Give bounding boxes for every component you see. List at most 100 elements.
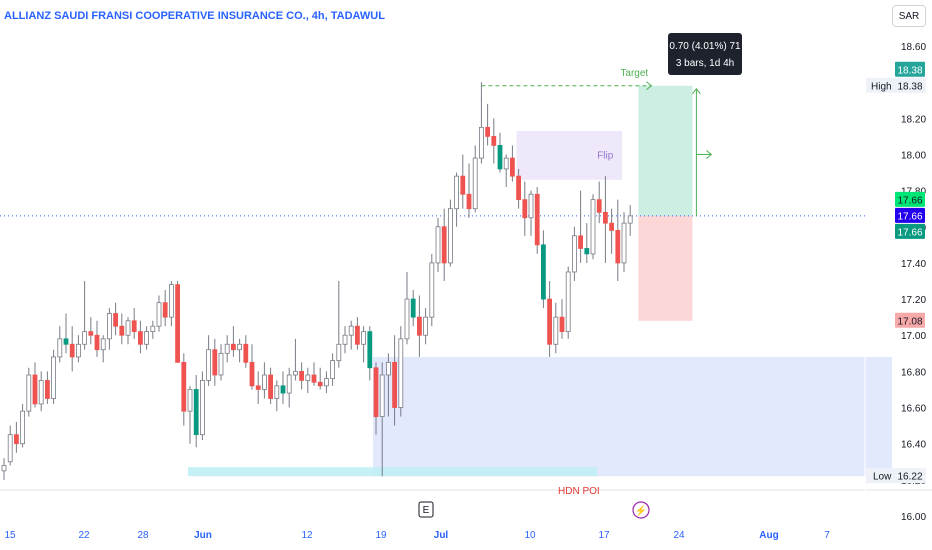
target-badge: 18.38 (895, 61, 925, 77)
x-tick-label: 22 (78, 530, 90, 541)
candle-body (447, 208, 453, 264)
candle-body (199, 380, 205, 436)
candle (547, 281, 552, 357)
candle (528, 190, 534, 236)
candle-body (57, 338, 63, 358)
candle (509, 145, 515, 182)
candle (441, 208, 447, 281)
x-tick-label: Aug (759, 530, 778, 541)
candle-body (416, 316, 422, 336)
candle (199, 371, 205, 441)
candle-body (51, 356, 56, 399)
candle-body (522, 199, 528, 219)
candle-body (38, 380, 44, 405)
candle (88, 317, 94, 345)
current-badge-3: 17.66 (895, 223, 925, 239)
currency-button[interactable]: SAR (892, 5, 926, 27)
candle-body (274, 385, 280, 399)
candle (404, 271, 410, 345)
y-tick-label: 18.00 (901, 150, 926, 161)
candle (596, 181, 602, 224)
hdn-poi-label: HDN POI (558, 486, 600, 497)
candle (212, 338, 218, 386)
candle (516, 168, 521, 209)
candle (572, 226, 577, 281)
candle-body (7, 434, 13, 463)
y-tick-label: 18.60 (901, 42, 926, 53)
candle-body (292, 370, 298, 376)
candle (274, 380, 280, 412)
candle-body (187, 389, 193, 412)
candle-body (168, 284, 174, 318)
candle (38, 371, 44, 412)
candle (541, 230, 546, 309)
current-badge-2: 17.66 (895, 207, 925, 223)
poi-zone (373, 356, 892, 477)
candle-body (330, 360, 336, 380)
target-arrow-icon (646, 81, 653, 91)
candle (82, 281, 87, 350)
candle (292, 338, 298, 381)
candle-body (144, 331, 150, 345)
candle (299, 362, 305, 390)
y-tick-label: 16.80 (901, 367, 926, 378)
candle (230, 326, 236, 357)
dividend-marker[interactable]: ⚡ (632, 501, 650, 519)
candle (578, 190, 583, 263)
candle-body (162, 302, 168, 318)
candle-body (63, 338, 69, 345)
candle (280, 371, 286, 404)
candle (392, 335, 398, 426)
candle-body (1, 464, 7, 472)
y-tick-label: 16.60 (901, 404, 926, 415)
candle (144, 326, 150, 350)
x-tick-label: 15 (4, 530, 16, 541)
candle-body (76, 343, 81, 358)
dividend-circle (632, 501, 650, 519)
candle (603, 176, 608, 263)
candle-body (280, 385, 286, 394)
current-badge-1: 17.66 (895, 191, 925, 207)
candle (311, 362, 317, 386)
y-tick-label: 18.20 (901, 114, 926, 125)
candle-body (156, 302, 162, 327)
candle-body (516, 175, 521, 201)
candle-body (137, 331, 143, 345)
candle (534, 187, 540, 254)
candle-body (13, 434, 19, 445)
candle-body (255, 385, 261, 390)
candle-body (541, 244, 546, 300)
measure-tooltip: 0.70 (4.01%) 71 3 bars, 1d 4h (668, 33, 742, 75)
candle-body (572, 235, 577, 273)
candle-body (361, 331, 367, 345)
chart-title: ALLIANZ SAUDI FRANSI COOPERATIVE INSURAN… (4, 10, 385, 22)
candle-body (379, 374, 385, 417)
candle-body (621, 222, 627, 264)
candle (94, 320, 100, 357)
candle-body (261, 374, 267, 390)
candle (416, 295, 422, 357)
y-tick-label: 16.00 (901, 512, 926, 523)
candle (373, 362, 379, 435)
tooltip-box (668, 33, 742, 75)
candle (193, 375, 199, 448)
candle-body (131, 320, 137, 333)
earnings-marker[interactable]: E (418, 501, 434, 518)
candle (590, 194, 596, 260)
candle-body (69, 343, 75, 358)
candle (565, 266, 571, 339)
x-tick-label: 28 (137, 530, 149, 541)
candle-body (206, 349, 212, 381)
candle-body (305, 374, 311, 381)
candle-body (20, 410, 26, 445)
lightning-icon: ⚡ (635, 504, 647, 517)
candle-body (45, 380, 50, 399)
candle (460, 154, 466, 209)
flip-zone (516, 130, 622, 180)
right-arrow-icon (706, 150, 713, 159)
candle-body (553, 316, 559, 345)
candle (137, 320, 143, 354)
candle (69, 326, 75, 372)
candle-body (454, 175, 460, 210)
